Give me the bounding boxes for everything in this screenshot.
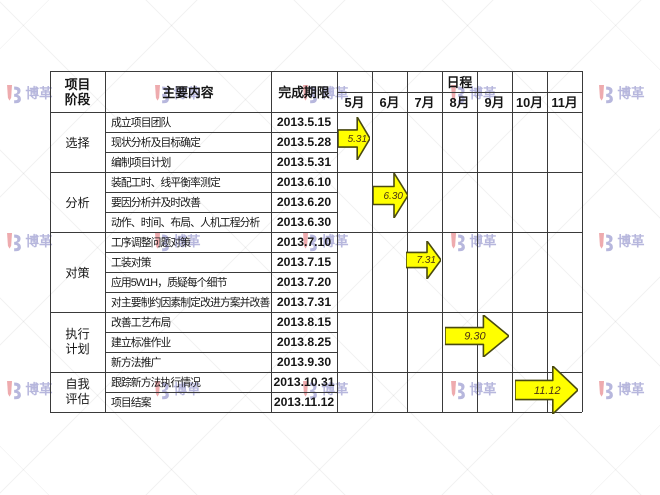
svg-text:5.31: 5.31 [348, 134, 367, 145]
svg-text:9.30: 9.30 [464, 330, 486, 342]
svg-text:11.12: 11.12 [534, 385, 561, 397]
svg-text:7.31: 7.31 [417, 255, 436, 266]
svg-text:6.30: 6.30 [384, 191, 404, 202]
